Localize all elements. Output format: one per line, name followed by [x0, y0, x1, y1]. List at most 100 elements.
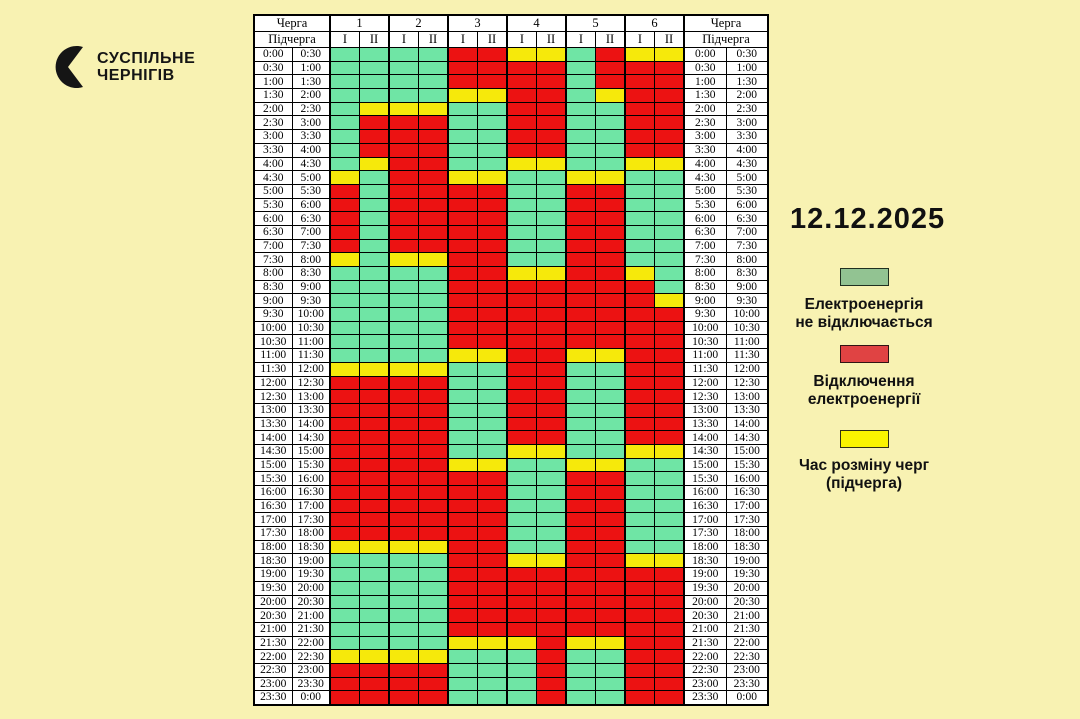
- schedule-cell: [654, 47, 685, 62]
- time-end-left: 12:30: [291, 375, 331, 391]
- schedule-cell: [359, 621, 390, 637]
- time-end-right: 0:30: [725, 47, 769, 62]
- schedule-cell: [477, 252, 508, 267]
- schedule-cell: [565, 293, 596, 309]
- schedule-cell: [447, 307, 478, 322]
- schedule-row: 13:00 13:30 13:00 13:30: [253, 402, 769, 418]
- schedule-cell: [536, 88, 567, 103]
- schedule-cell: [359, 293, 390, 309]
- schedule-cell: [447, 279, 478, 295]
- time-end-right: 7:30: [725, 238, 769, 254]
- schedule-row: 10:30 11:00 10:30 11:00: [253, 334, 769, 350]
- schedule-cell: [595, 348, 626, 363]
- schedule-cell: [418, 402, 449, 418]
- schedule-cell: [624, 47, 655, 62]
- schedule-cell: [624, 88, 655, 103]
- schedule-cell: [654, 539, 685, 555]
- schedule-cell: [418, 430, 449, 445]
- schedule-cell: [654, 690, 685, 705]
- schedule-cell: [624, 430, 655, 445]
- schedule-cell: [447, 512, 478, 528]
- time-end-right: 21:00: [725, 608, 769, 623]
- time-start-left: 18:30: [253, 553, 293, 569]
- legend-swatch-red: [839, 345, 889, 363]
- time-end-right: 6:00: [725, 197, 769, 213]
- schedule-cell: [388, 320, 419, 336]
- time-end-left: 1:00: [291, 60, 331, 76]
- time-start-left: 6:30: [253, 224, 293, 240]
- time-start-left: 8:00: [253, 266, 293, 281]
- schedule-cell: [565, 307, 596, 322]
- time-start-left: 9:00: [253, 293, 293, 309]
- schedule-cell: [506, 594, 537, 610]
- schedule-row: 14:00 14:30 14:00 14:30: [253, 430, 769, 445]
- schedule-cell: [654, 348, 685, 363]
- schedule-cell: [447, 430, 478, 445]
- schedule-cell: [595, 649, 626, 664]
- time-end-left: 14:30: [291, 430, 331, 445]
- schedule-cell: [565, 402, 596, 418]
- schedule-row: 22:00 22:30 22:00 22:30: [253, 649, 769, 664]
- schedule-cell: [329, 402, 360, 418]
- schedule-cell: [447, 416, 478, 432]
- subqueue-header-1-1: І: [329, 31, 360, 48]
- schedule-cell: [477, 320, 508, 336]
- schedule-row: 8:30 9:00 8:30 9:00: [253, 279, 769, 295]
- schedule-cell: [624, 594, 655, 610]
- time-end-left: 20:30: [291, 594, 331, 610]
- schedule-cell: [477, 115, 508, 131]
- schedule-cell: [418, 594, 449, 610]
- schedule-cell: [595, 690, 626, 705]
- schedule-row: 1:30 2:00 1:30 2:00: [253, 88, 769, 103]
- schedule-cell: [624, 348, 655, 363]
- schedule-cell: [447, 115, 478, 131]
- schedule-cell: [329, 485, 360, 500]
- schedule-cell: [654, 512, 685, 528]
- schedule-cell: [388, 443, 419, 459]
- schedule-row: 22:30 23:00 22:30 23:00: [253, 662, 769, 678]
- schedule-cell: [418, 690, 449, 705]
- schedule-table: Черга 1 2 3 4 5 6 Черга Підчерга І ІІ І ІІ І ІІ І ІІ І ІІ І…: [253, 14, 769, 706]
- logo-line2: ЧЕРНІГІВ: [97, 67, 175, 84]
- time-start-right: 18:00: [683, 539, 727, 555]
- schedule-cell: [447, 197, 478, 213]
- schedule-cell: [536, 567, 567, 582]
- time-start-right: 21:00: [683, 621, 727, 637]
- time-end-right: 10:30: [725, 320, 769, 336]
- schedule-cell: [477, 348, 508, 363]
- schedule-cell: [506, 170, 537, 185]
- time-start-right: 6:00: [683, 211, 727, 226]
- time-start-right: 10:30: [683, 334, 727, 350]
- schedule-cell: [595, 567, 626, 582]
- schedule-cell: [388, 608, 419, 623]
- time-start-right: 6:30: [683, 224, 727, 240]
- schedule-cell: [536, 156, 567, 172]
- schedule-cell: [506, 512, 537, 528]
- schedule-cell: [506, 197, 537, 213]
- schedule-cell: [477, 485, 508, 500]
- schedule-cell: [595, 224, 626, 240]
- time-start-left: 3:30: [253, 142, 293, 158]
- schedule-cell: [536, 101, 567, 117]
- schedule-row: 19:00 19:30 19:00 19:30: [253, 567, 769, 582]
- schedule-cell: [595, 170, 626, 185]
- schedule-cell: [359, 183, 390, 199]
- schedule-cell: [536, 334, 567, 350]
- schedule-cell: [477, 608, 508, 623]
- schedule-cell: [654, 553, 685, 569]
- schedule-cell: [359, 142, 390, 158]
- schedule-cell: [477, 512, 508, 528]
- schedule-cell: [536, 662, 567, 678]
- schedule-cell: [506, 443, 537, 459]
- schedule-cell: [536, 115, 567, 131]
- schedule-cell: [477, 142, 508, 158]
- time-end-right: 14:00: [725, 416, 769, 432]
- time-start-right: 19:00: [683, 567, 727, 582]
- schedule-cell: [329, 512, 360, 528]
- schedule-cell: [447, 594, 478, 610]
- schedule-row: 5:30 6:00 5:30 6:00: [253, 197, 769, 213]
- schedule-cell: [595, 457, 626, 473]
- schedule-cell: [506, 348, 537, 363]
- schedule-cell: [418, 279, 449, 295]
- schedule-cell: [359, 389, 390, 404]
